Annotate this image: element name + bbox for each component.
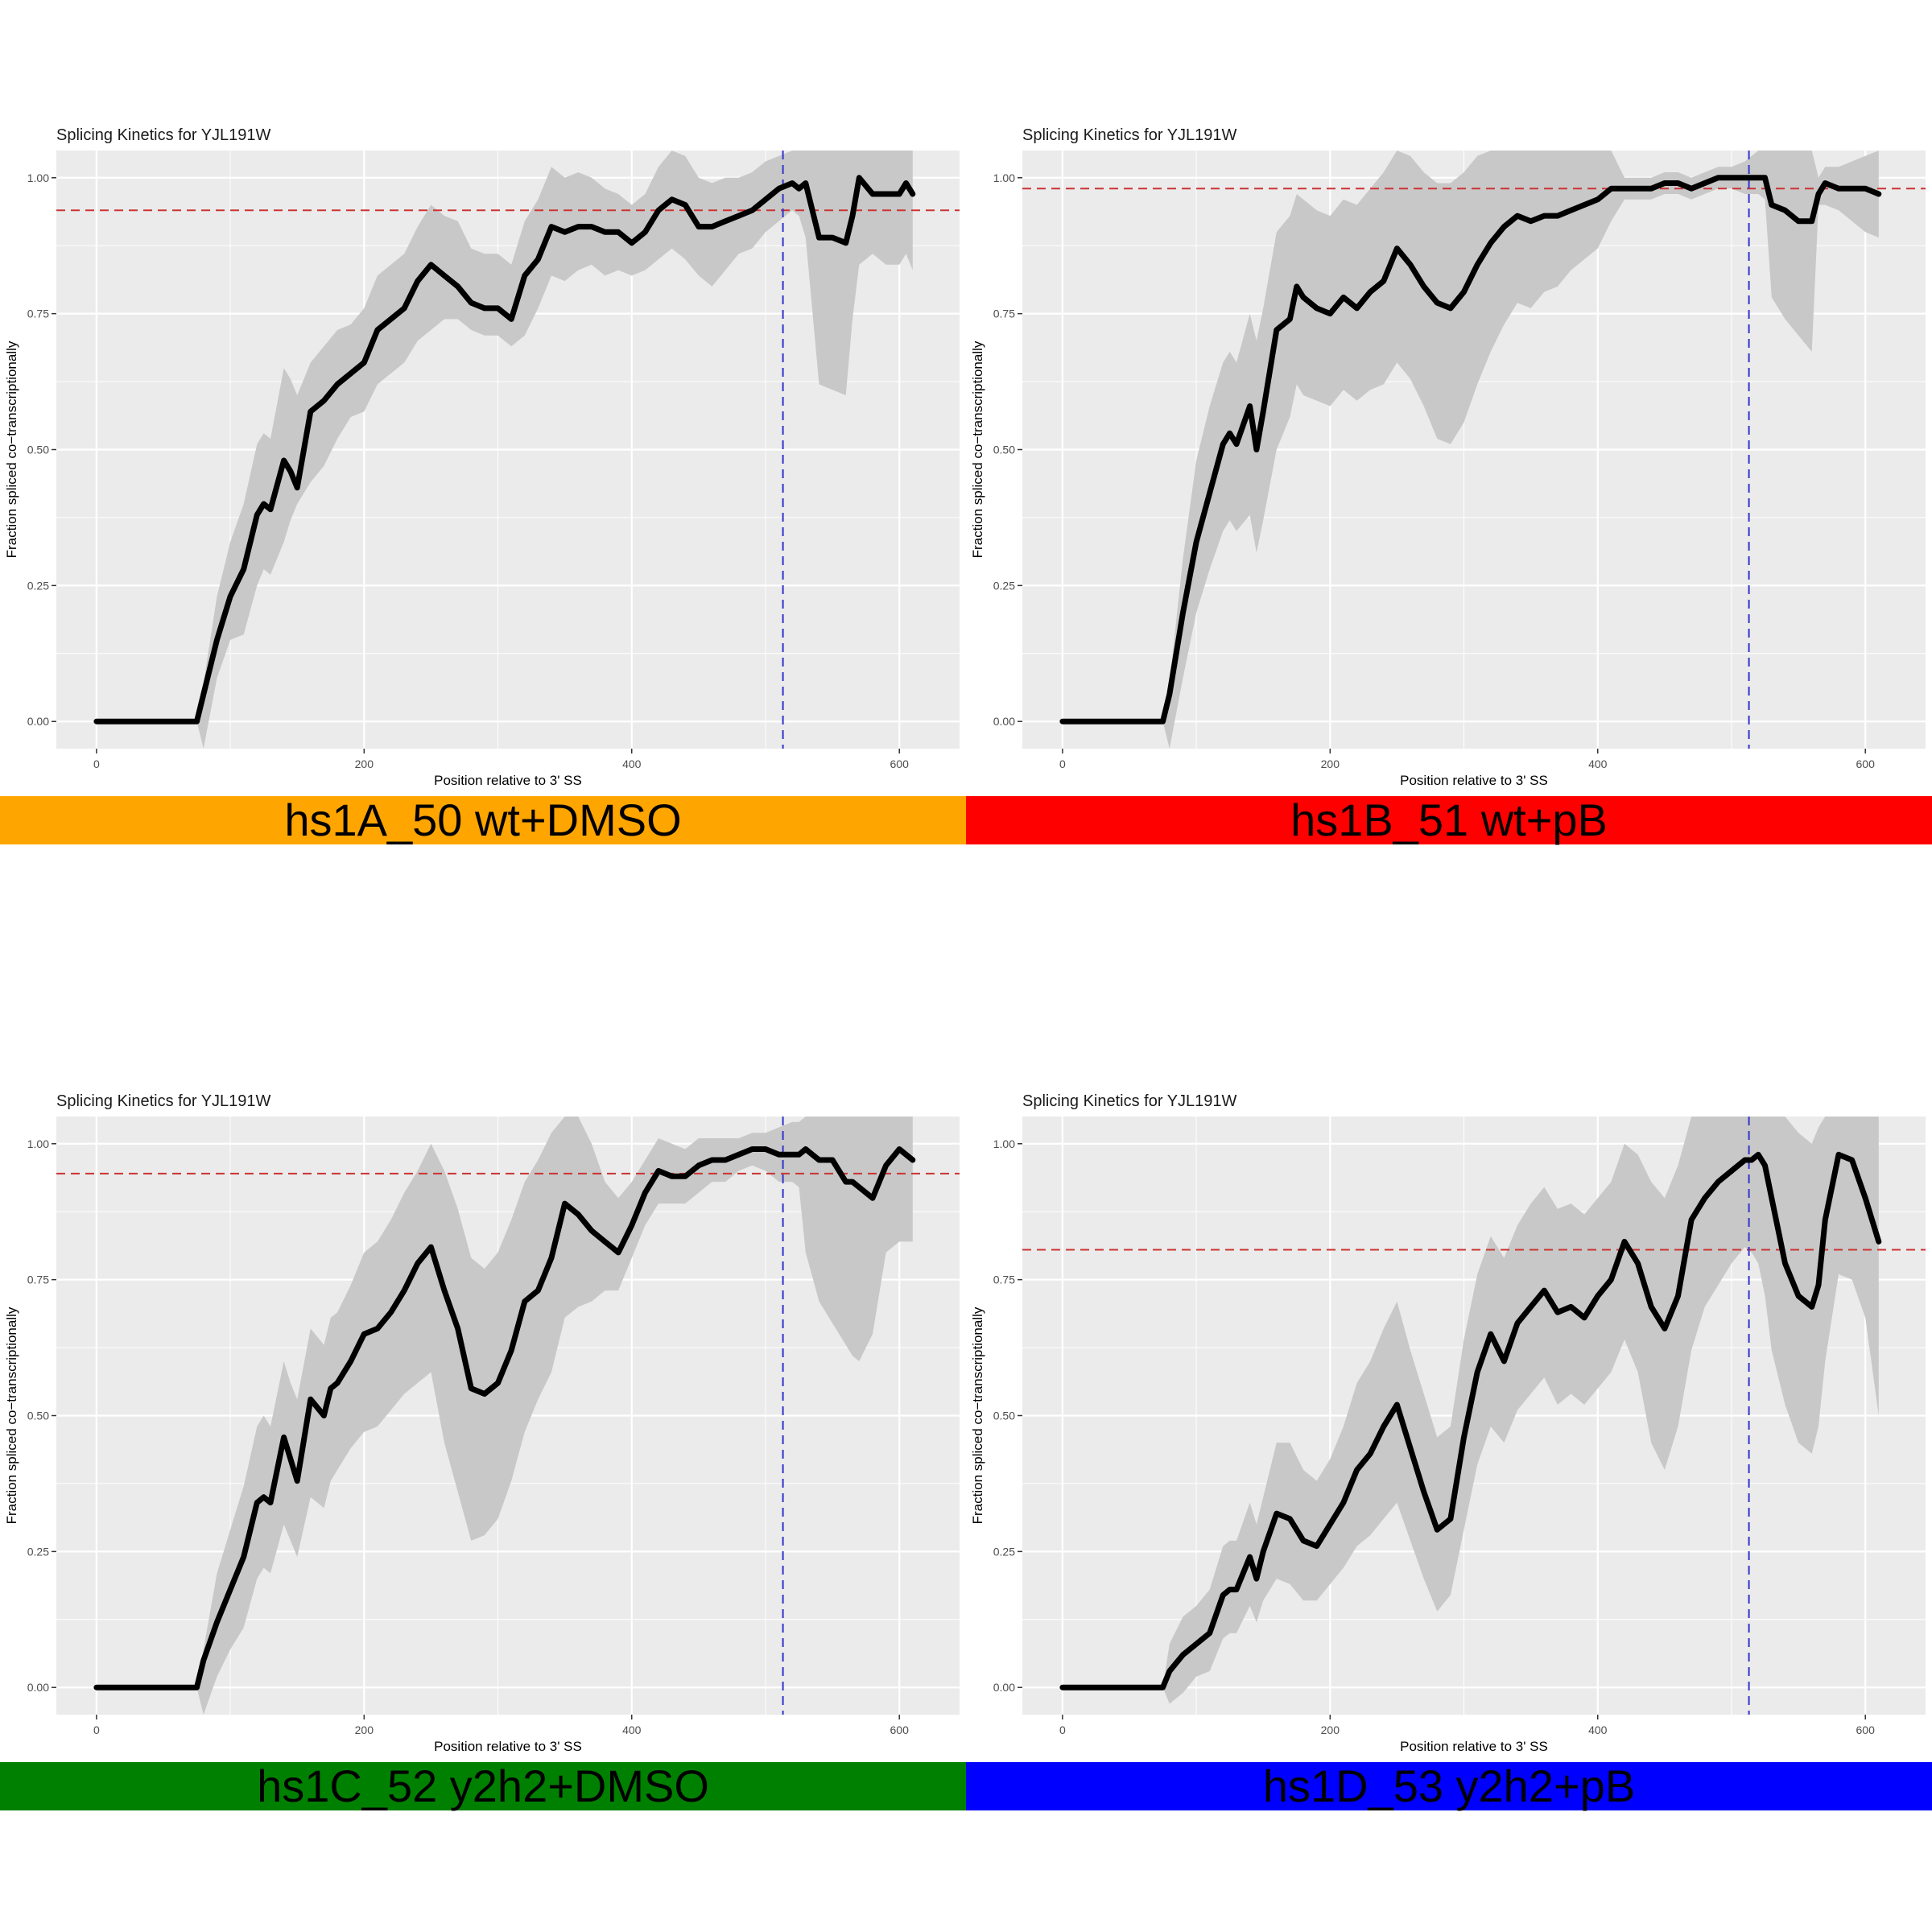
x-axis-label: Position relative to 3' SS	[1400, 1739, 1548, 1754]
condition-banner-B: hs1B_51 wt+pB	[966, 796, 1932, 844]
condition-banner-C: hs1C_52 y2h2+DMSO	[0, 1762, 966, 1810]
chart-panel-B: Splicing Kinetics for YJL191W 0.00 0.25 0.5…	[970, 126, 1926, 788]
y-tick-label: 0.75	[27, 308, 49, 320]
y-tick-label: 0.00	[993, 1681, 1015, 1694]
y-tick-label: 1.00	[993, 171, 1015, 184]
y-tick-label: 0.50	[993, 1410, 1015, 1422]
x-tick-label: 200	[355, 758, 374, 770]
y-tick-label: 0.75	[993, 1274, 1015, 1286]
condition-banner-A: hs1A_50 wt+DMSO	[0, 796, 966, 844]
y-axis-label: Fraction spliced co−transcriptionally	[4, 1307, 19, 1524]
y-tick-label: 0.25	[993, 1545, 1015, 1558]
x-tick-label: 200	[355, 1724, 374, 1736]
y-tick-label: 0.75	[993, 308, 1015, 320]
condition-label: hs1C_52 y2h2+DMSO	[257, 1761, 709, 1811]
chart-panel-C: Splicing Kinetics for YJL191W 0.00 0.25 0.5…	[4, 1092, 960, 1754]
y-axis-label: Fraction spliced co−transcriptionally	[970, 341, 985, 558]
x-tick-label: 0	[93, 1724, 100, 1736]
x-tick-label: 0	[1059, 1724, 1066, 1736]
chart-title: Splicing Kinetics for YJL191W	[56, 1092, 271, 1110]
y-tick-label: 1.00	[993, 1137, 1015, 1150]
x-tick-label: 600	[1856, 758, 1876, 770]
chart-title: Splicing Kinetics for YJL191W	[56, 126, 271, 144]
x-tick-label: 0	[93, 758, 100, 770]
y-tick-label: 0.50	[993, 444, 1015, 456]
y-tick-label: 0.00	[27, 715, 49, 728]
x-tick-label: 400	[622, 1724, 642, 1736]
spliced-fraction-line	[1059, 175, 1882, 724]
y-axis-label: Fraction spliced co−transcriptionally	[4, 341, 19, 558]
spliced-fraction-line	[1059, 1151, 1882, 1690]
y-tick-label: 0.50	[27, 444, 49, 456]
y-tick-label: 0.00	[993, 715, 1015, 728]
x-tick-label: 400	[1588, 758, 1608, 770]
x-tick-label: 400	[622, 758, 642, 770]
chart-panel-D: Splicing Kinetics for YJL191W 0.00 0.25 0.5…	[970, 1092, 1926, 1754]
y-tick-label: 0.25	[27, 1545, 49, 1558]
x-tick-label: 200	[1321, 758, 1340, 770]
x-tick-label: 600	[890, 1724, 910, 1736]
x-tick-label: 400	[1588, 1724, 1608, 1736]
x-tick-label: 600	[890, 758, 910, 770]
spliced-fraction-line	[93, 1146, 916, 1690]
chart-title: Splicing Kinetics for YJL191W	[1022, 126, 1237, 144]
condition-label: hs1B_51 wt+pB	[1290, 795, 1608, 845]
x-tick-label: 200	[1321, 1724, 1340, 1736]
y-tick-label: 0.00	[27, 1681, 49, 1694]
y-tick-label: 0.75	[27, 1274, 49, 1286]
condition-banner-D: hs1D_53 y2h2+pB	[966, 1762, 1932, 1810]
y-tick-label: 0.25	[27, 579, 49, 592]
y-tick-label: 1.00	[27, 1137, 49, 1150]
chart-title: Splicing Kinetics for YJL191W	[1022, 1092, 1237, 1110]
y-tick-label: 1.00	[27, 171, 49, 184]
condition-label: hs1D_53 y2h2+pB	[1262, 1761, 1636, 1811]
y-axis-label: Fraction spliced co−transcriptionally	[970, 1307, 985, 1524]
x-axis-label: Position relative to 3' SS	[1400, 773, 1548, 788]
condition-label: hs1A_50 wt+DMSO	[284, 795, 682, 845]
x-axis-label: Position relative to 3' SS	[434, 773, 582, 788]
x-tick-label: 0	[1059, 758, 1066, 770]
y-tick-label: 0.50	[27, 1410, 49, 1422]
confidence-ribbon	[96, 1117, 913, 1715]
chart-panel-A: Splicing Kinetics for YJL191W 0.00 0.25 0.5…	[4, 126, 960, 788]
x-tick-label: 600	[1856, 1724, 1876, 1736]
spliced-fraction-line	[93, 175, 916, 724]
y-tick-label: 0.25	[993, 579, 1015, 592]
confidence-ribbon	[1062, 151, 1879, 749]
x-axis-label: Position relative to 3' SS	[434, 1739, 582, 1754]
